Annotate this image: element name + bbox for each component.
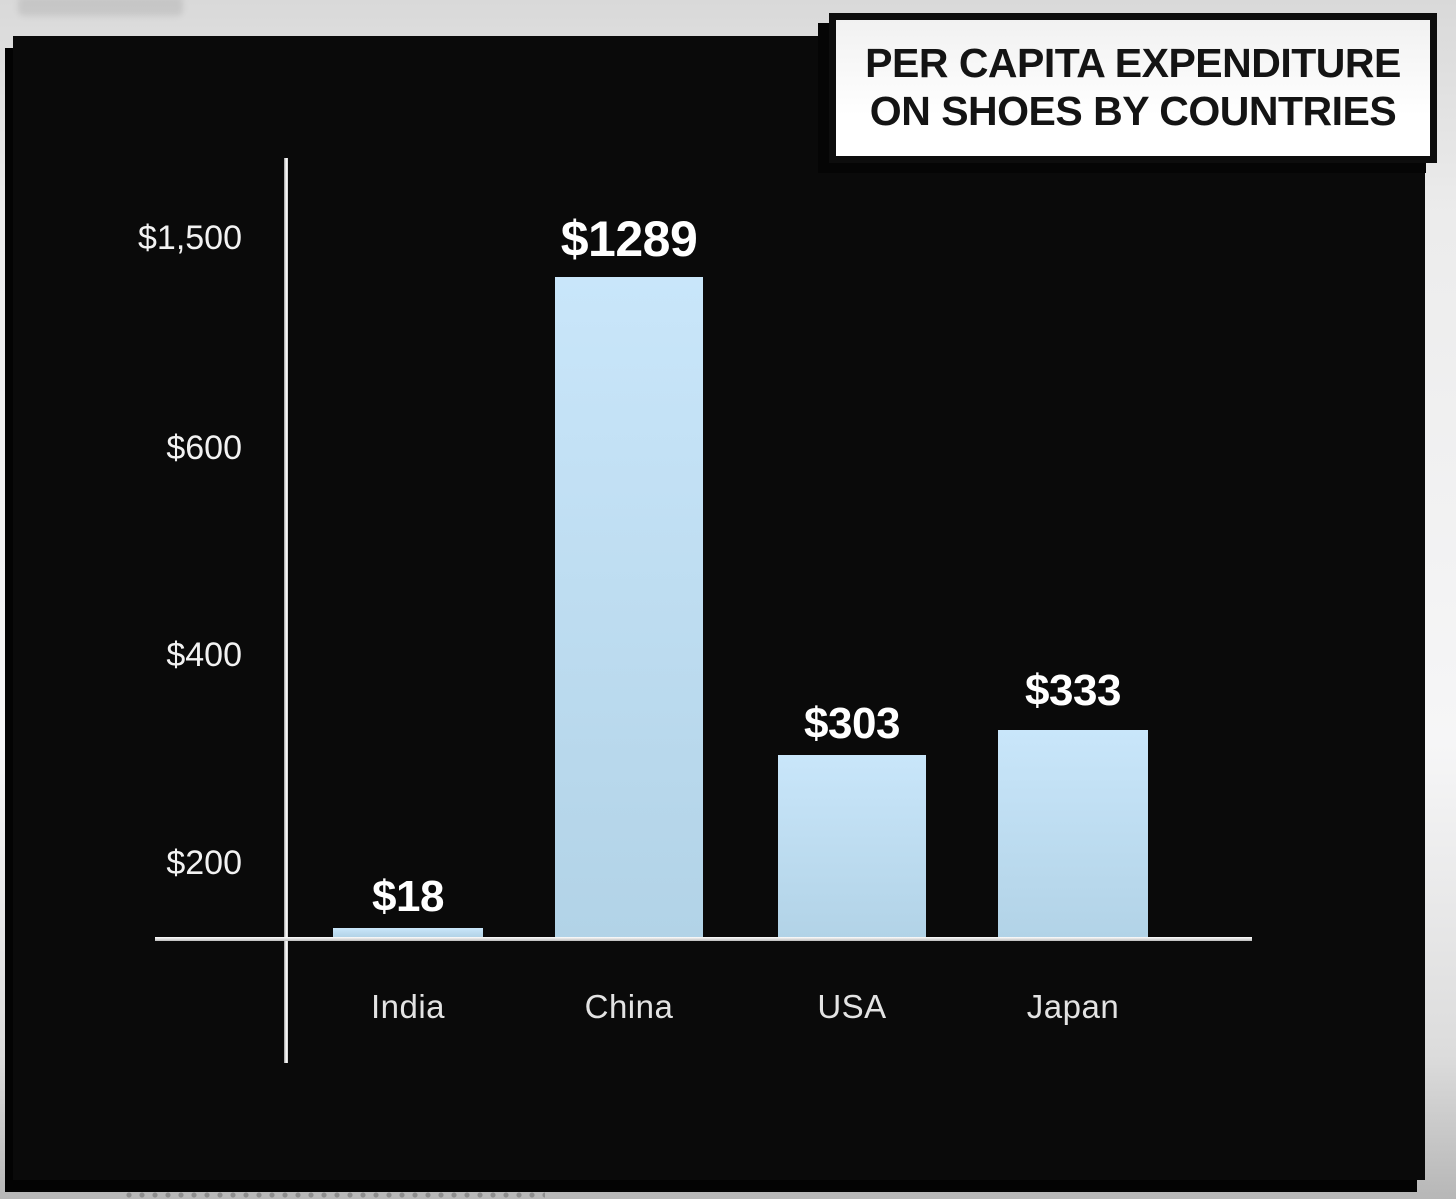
x-axis-line (155, 937, 1252, 941)
value-label-usa: $303 (804, 699, 900, 748)
value-label-india: $18 (372, 872, 444, 921)
value-label-china: $1289 (560, 211, 698, 267)
category-label-usa: USA (817, 988, 887, 1025)
bar-china (555, 277, 703, 937)
bottom-dotted-strip (125, 1191, 545, 1199)
bar-india (333, 928, 483, 937)
bar-usa (778, 755, 926, 937)
value-label-japan: $333 (1025, 666, 1121, 715)
category-label-china: China (584, 988, 674, 1025)
y-axis-line (284, 158, 288, 1063)
chart-title-line-2: ON SHOES BY COUNTRIES (869, 88, 1397, 134)
y-axis-tick-1500: $1,500 (138, 219, 242, 257)
y-axis-tick-200: $200 (166, 844, 242, 882)
chart-title-line-1: PER CAPITA EXPENDITURE (865, 40, 1401, 87)
y-axis-tick-400: $400 (166, 636, 242, 674)
chart-panel: $1,500 $600 $400 $200 $18 $1289 $303 $33… (13, 36, 1425, 1180)
bar-japan (998, 730, 1148, 937)
watermark-artifact (18, 0, 183, 16)
category-label-india: India (370, 988, 446, 1025)
category-label-japan: Japan (1026, 988, 1120, 1025)
y-axis-tick-600: $600 (166, 429, 242, 467)
chart-title-box: PER CAPITA EXPENDITURE ON SHOES BY COUNT… (829, 13, 1437, 163)
